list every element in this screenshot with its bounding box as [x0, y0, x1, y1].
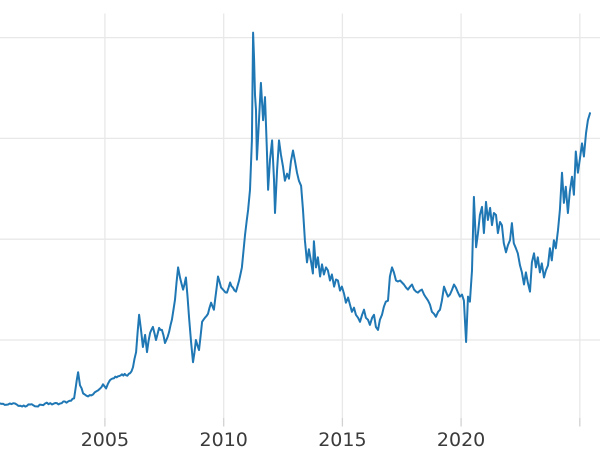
x-tick-label: 2020 [437, 429, 485, 450]
x-tick-label: 2005 [81, 429, 129, 450]
x-tick-label: 2010 [200, 429, 248, 450]
price-line-series [0, 31, 591, 408]
x-tick-label: 2015 [318, 429, 366, 450]
